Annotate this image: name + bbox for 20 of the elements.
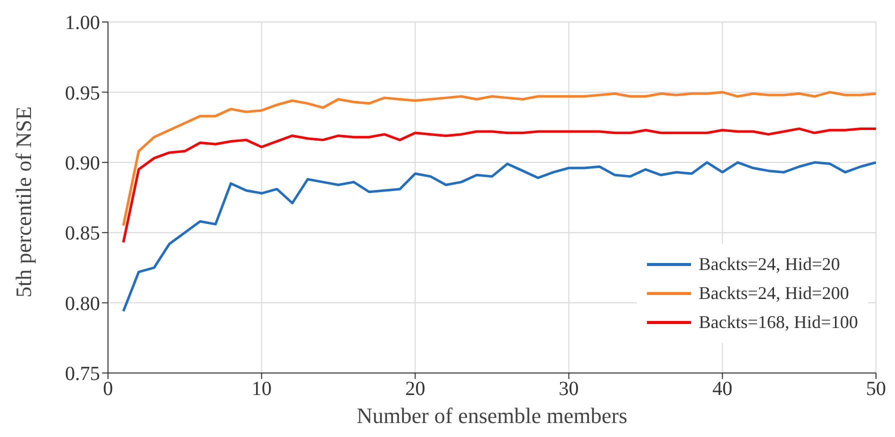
y-tick-label: 0.90 [65, 152, 100, 174]
x-tick-label: 0 [103, 378, 113, 400]
y-tick-label: 0.95 [65, 82, 100, 104]
y-axis-title: 5th percentile of NSE [10, 106, 36, 298]
legend-label: Backts=168, Hid=100 [698, 312, 858, 333]
x-axis-title: Number of ensemble members [356, 403, 628, 428]
x-tick-label: 20 [405, 378, 426, 400]
legend-label: Backts=24, Hid=200 [698, 283, 849, 304]
x-tick-label: 10 [252, 378, 272, 400]
y-tick-label: 0.80 [65, 292, 100, 315]
y-tick-label: 0.85 [65, 222, 100, 245]
y-tick-label: 1.00 [65, 12, 100, 34]
legend-label: Backts=24, Hid=20 [698, 254, 840, 275]
y-tick-label: 0.75 [65, 363, 100, 386]
x-tick-label: 40 [712, 378, 732, 400]
line-series [122, 161, 876, 312]
line-series [122, 127, 876, 244]
x-tick-label: 30 [558, 378, 579, 400]
line-series [122, 90, 876, 227]
x-tick-label: 50 [866, 378, 886, 400]
